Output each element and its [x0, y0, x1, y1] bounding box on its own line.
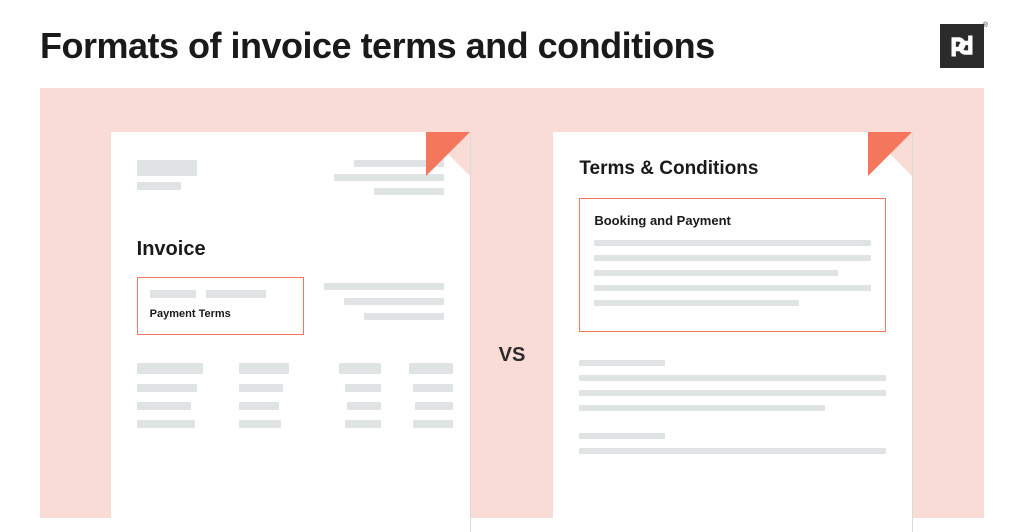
header: Formats of invoice terms and conditions …	[0, 0, 1024, 88]
invoice-document: Invoice Payment Terms	[111, 132, 471, 532]
vs-label: VS	[499, 344, 526, 367]
terms-title: Terms & Conditions	[579, 158, 886, 180]
page-fold-icon	[426, 132, 470, 176]
terms-section-1	[579, 360, 886, 411]
page-fold-icon	[868, 132, 912, 176]
booking-payment-callout: Booking and Payment	[579, 198, 886, 332]
brand-logo: ®	[940, 24, 984, 68]
invoice-title: Invoice	[137, 238, 444, 261]
logo-icon	[948, 32, 976, 60]
invoice-address-placeholder	[324, 277, 444, 328]
terms-section-2	[579, 433, 886, 454]
logo-badge: ®	[983, 22, 988, 29]
invoice-line-items	[137, 363, 444, 428]
page-title: Formats of invoice terms and conditions	[40, 25, 715, 67]
payment-terms-label: Payment Terms	[150, 308, 291, 320]
booking-payment-label: Booking and Payment	[594, 213, 871, 228]
invoice-logo-placeholder	[137, 160, 197, 202]
payment-terms-callout: Payment Terms	[137, 277, 304, 335]
comparison-stage: Invoice Payment Terms	[40, 88, 984, 518]
terms-document: Terms & Conditions Booking and Payment	[553, 132, 913, 532]
